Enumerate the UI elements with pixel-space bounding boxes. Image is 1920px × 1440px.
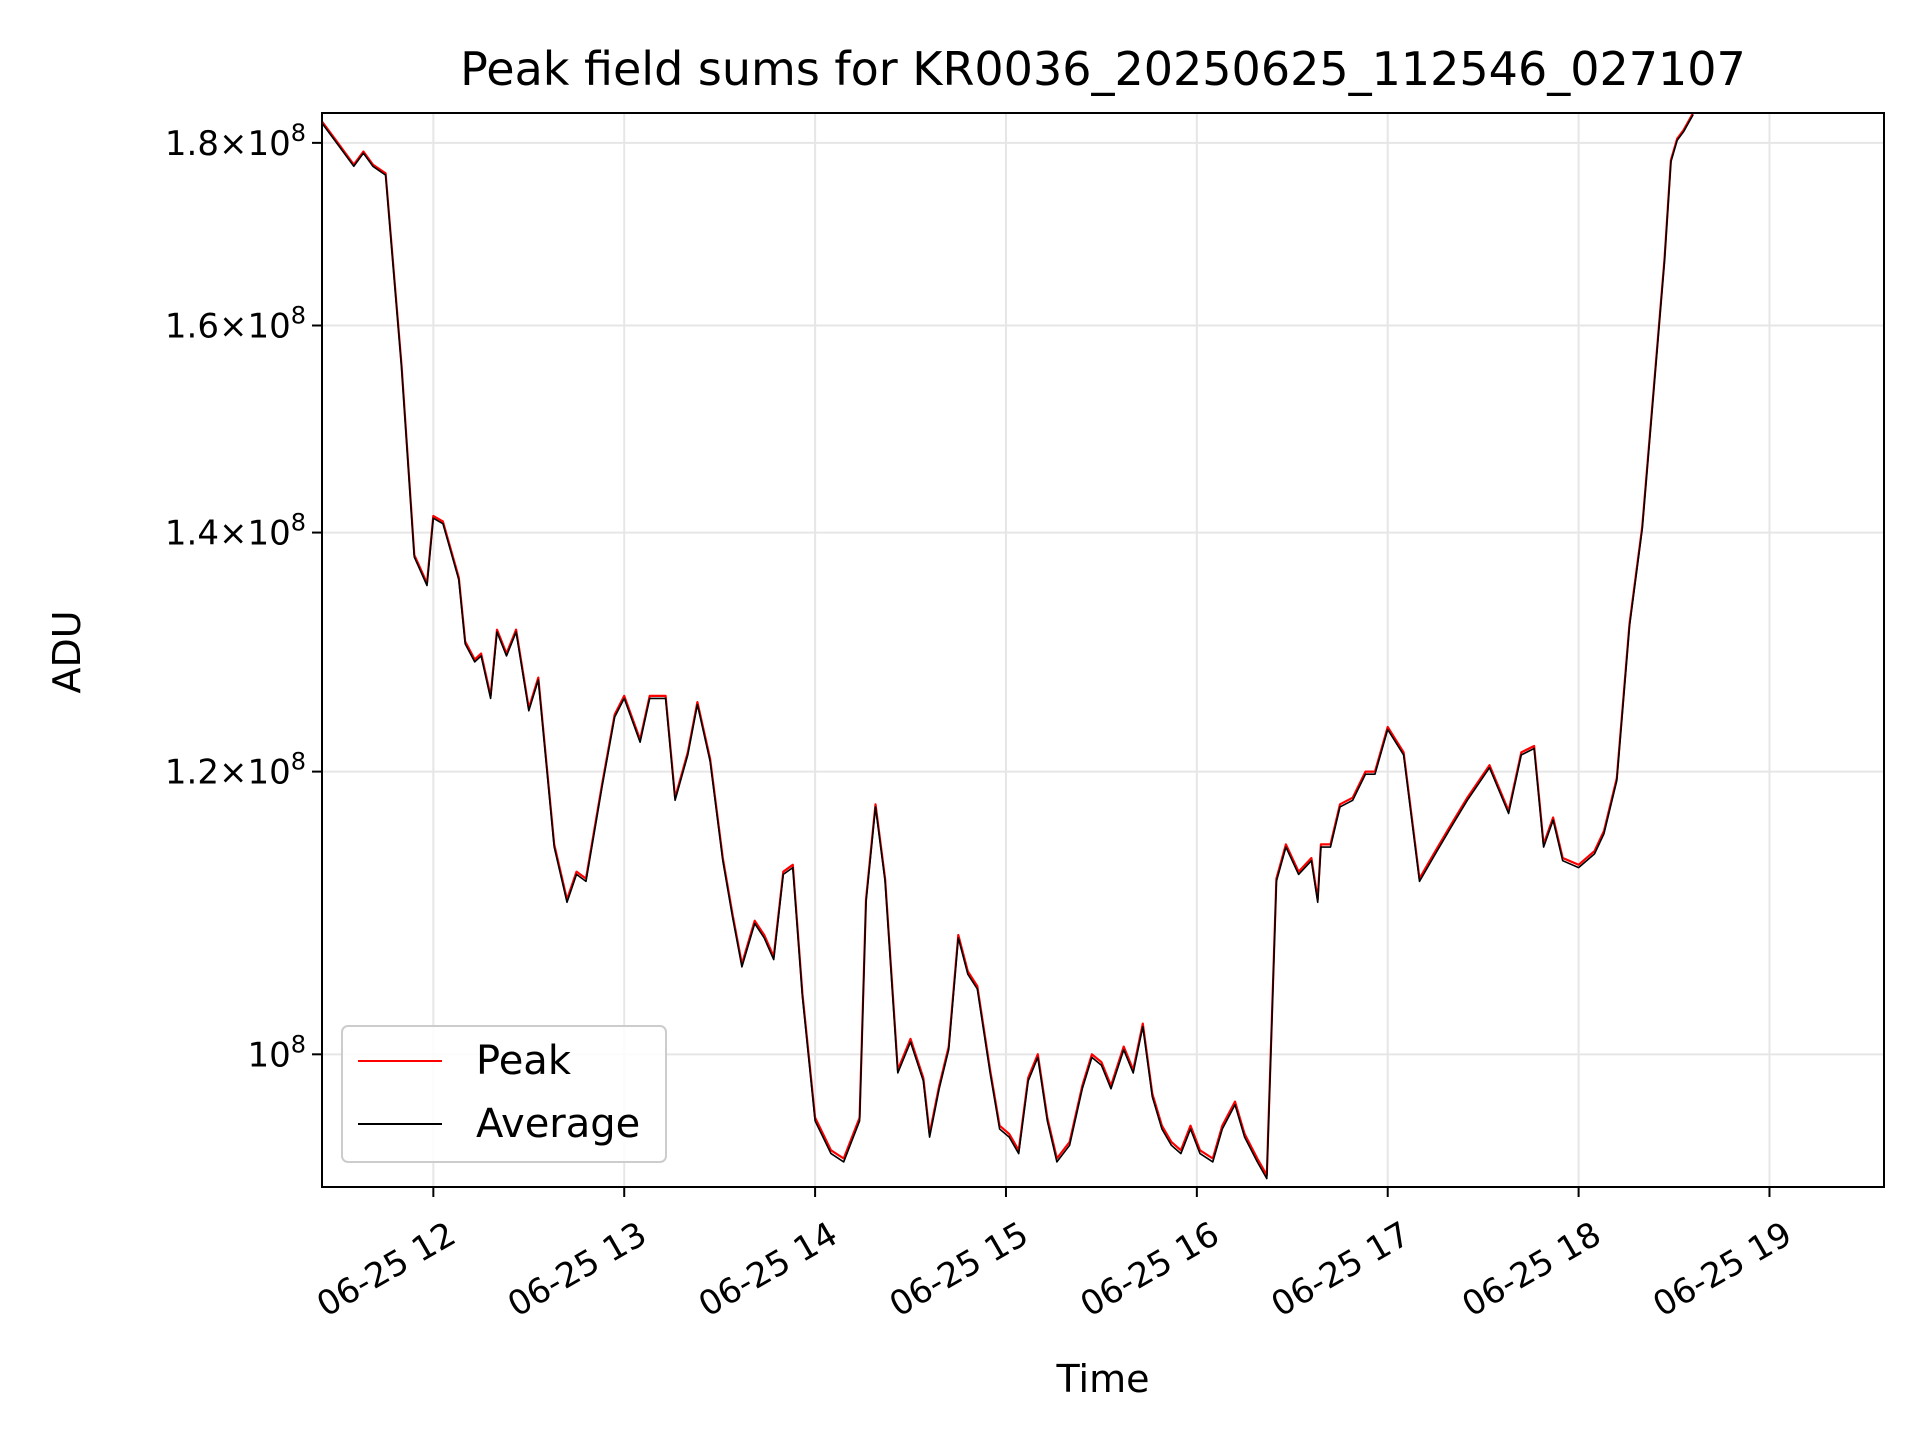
y-tick-multiply: × (219, 124, 248, 164)
y-tick-exponent: 8 (291, 509, 306, 537)
y-tick-exponent: 8 (291, 302, 306, 330)
y-tick-base: 10 (247, 753, 290, 793)
y-tick-mantissa: 1.6 (165, 307, 219, 347)
x-axis-label: Time (1056, 1357, 1150, 1401)
y-tick-multiply: × (219, 514, 248, 554)
y-tick-base: 10 (247, 124, 290, 164)
y-tick-multiply: × (219, 753, 248, 793)
y-tick-mantissa: 1.2 (165, 753, 219, 793)
y-tick-label: 1.2×108 (165, 748, 306, 793)
y-tick-label: 108 (247, 1030, 306, 1075)
grid (322, 113, 1884, 1187)
y-tick-base: 10 (247, 514, 290, 554)
y-tick-label: 1.4×108 (165, 509, 306, 554)
y-tick-base: 10 (247, 1035, 290, 1075)
legend: Peak Average (341, 1025, 667, 1163)
y-tick-exponent: 8 (291, 748, 306, 776)
y-tick-label: 1.6×108 (165, 302, 306, 347)
legend-label-average: Average (476, 1101, 640, 1147)
y-tick-multiply: × (219, 307, 248, 347)
plot-frame (321, 112, 1885, 1188)
y-tick-label: 1.8×108 (165, 119, 306, 164)
y-tick-base: 10 (247, 307, 290, 347)
y-axis-label: ADU (45, 610, 89, 693)
y-tick-mantissa: 1.8 (165, 124, 219, 164)
series-line-average (322, 114, 1694, 1180)
y-tick-mantissa: 1.4 (165, 514, 219, 554)
y-tick-exponent: 8 (291, 119, 306, 147)
chart-title: Peak field sums for KR0036_20250625_1125… (460, 42, 1746, 96)
y-tick-exponent: 8 (291, 1030, 306, 1058)
series-layer (322, 113, 1695, 1180)
legend-label-peak: Peak (476, 1038, 572, 1084)
